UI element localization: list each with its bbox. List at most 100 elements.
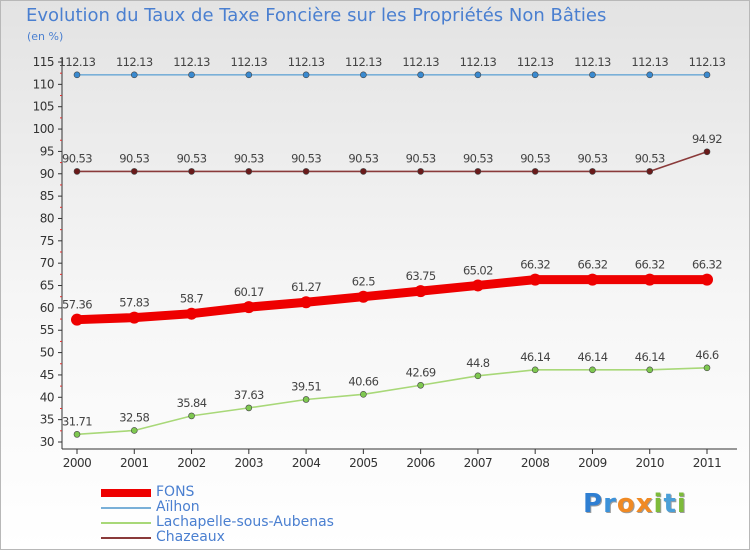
data-label: 66.32 [520, 258, 550, 272]
data-label: 112.13 [288, 55, 325, 69]
data-point [360, 71, 367, 79]
data-label: 112.13 [230, 55, 267, 69]
data-label: 112.13 [517, 55, 554, 69]
data-label: 63.75 [406, 269, 436, 283]
data-point [531, 366, 539, 374]
data-label: 112.13 [59, 55, 96, 69]
data-label: 112.13 [460, 55, 497, 69]
x-tick-label: 2011 [693, 456, 722, 470]
logo-letter: i [653, 489, 664, 519]
x-tick-label: 2007 [464, 456, 493, 470]
chart-title: Evolution du Taux de Taxe Foncière sur l… [26, 5, 607, 26]
legend-swatch [101, 537, 151, 539]
data-point [646, 366, 654, 374]
data-label: 112.13 [574, 55, 611, 69]
x-tick-label: 2009 [578, 456, 607, 470]
data-label: 90.53 [406, 151, 436, 165]
data-point [130, 71, 138, 79]
y-tick-label: 55 [40, 323, 54, 337]
data-label: 40.66 [348, 374, 378, 388]
y-tick-label: 60 [40, 301, 54, 315]
legend-label: Chazeaux [156, 529, 225, 545]
data-point [245, 168, 253, 175]
data-label: 42.69 [406, 365, 436, 379]
data-label: 66.32 [635, 258, 665, 272]
data-point [245, 404, 253, 412]
data-point [589, 366, 596, 374]
data-label: 57.83 [119, 296, 149, 310]
data-label: 112.13 [402, 55, 439, 69]
data-label: 90.53 [348, 151, 378, 165]
data-point [300, 296, 313, 309]
data-point [130, 168, 138, 175]
data-point [188, 412, 195, 420]
x-tick-label: 2001 [120, 456, 149, 470]
data-label: 61.27 [291, 280, 321, 294]
y-tick-label: 30 [40, 435, 54, 449]
y-tick-label: 40 [40, 390, 54, 404]
data-label: 39.51 [291, 379, 321, 393]
data-label: 112.13 [631, 55, 668, 69]
x-tick-label: 2006 [406, 456, 435, 470]
x-tick-label: 2004 [292, 456, 321, 470]
data-point [188, 71, 195, 79]
series-line-0 [72, 275, 712, 325]
data-label: 66.32 [692, 258, 722, 272]
y-tick-label: 90 [40, 167, 54, 181]
data-point [703, 364, 711, 372]
data-point [474, 372, 482, 380]
logo-letter: t [663, 489, 677, 519]
data-point [703, 71, 711, 79]
data-label: 90.53 [62, 151, 92, 165]
legend-item: FONS [101, 484, 401, 501]
data-label: 112.13 [173, 55, 210, 69]
data-label: 46.14 [520, 350, 550, 364]
data-point [360, 391, 367, 398]
legend-label: Aïlhon [156, 499, 200, 515]
data-point [646, 71, 654, 79]
data-label: 112.13 [116, 55, 153, 69]
data-point [531, 168, 539, 175]
y-tick-label: 105 [33, 100, 54, 114]
y-tick-label: 45 [40, 368, 54, 382]
logo-letter: o [616, 489, 636, 519]
data-point [302, 168, 310, 175]
data-label: 35.84 [177, 396, 207, 410]
data-point [73, 168, 81, 175]
data-label: 58.7 [180, 292, 203, 306]
proxiti-logo: Proxiti [583, 489, 687, 519]
legend-swatch [101, 489, 151, 497]
y-tick-label: 115 [33, 55, 54, 69]
data-label: 90.53 [291, 151, 321, 165]
data-label: 94.92 [692, 132, 722, 146]
x-tick-label: 2003 [235, 456, 264, 470]
logo-letter: i [676, 489, 687, 519]
data-point [531, 71, 539, 79]
data-label: 46.6 [695, 348, 718, 362]
data-label: 112.13 [689, 55, 726, 69]
y-tick-label: 35 [40, 413, 54, 427]
logo-letter: P [583, 489, 604, 519]
data-label: 90.53 [635, 151, 665, 165]
data-point [703, 148, 711, 156]
data-label: 112.13 [345, 55, 382, 69]
data-label: 44.8 [466, 356, 489, 370]
data-point [242, 301, 255, 314]
logo-letter: x [635, 489, 654, 519]
data-point [701, 273, 713, 286]
logo-letter: r [603, 489, 617, 519]
data-point [73, 71, 81, 79]
data-label: 90.53 [119, 151, 149, 165]
x-tick-label: 2010 [635, 456, 664, 470]
x-tick-label: 2000 [63, 456, 92, 470]
legend-item: Lachapelle-sous-Aubenas [101, 514, 401, 531]
data-point [417, 168, 424, 175]
series-line-3 [76, 150, 708, 173]
y-tick-label: 100 [33, 122, 54, 136]
y-tick-label: 70 [40, 256, 54, 270]
y-tick-label: 75 [40, 234, 54, 248]
x-tick-label: 2002 [177, 456, 206, 470]
data-label: 90.53 [577, 151, 607, 165]
series-line-2 [76, 366, 708, 436]
y-tick-label: 50 [40, 346, 54, 360]
